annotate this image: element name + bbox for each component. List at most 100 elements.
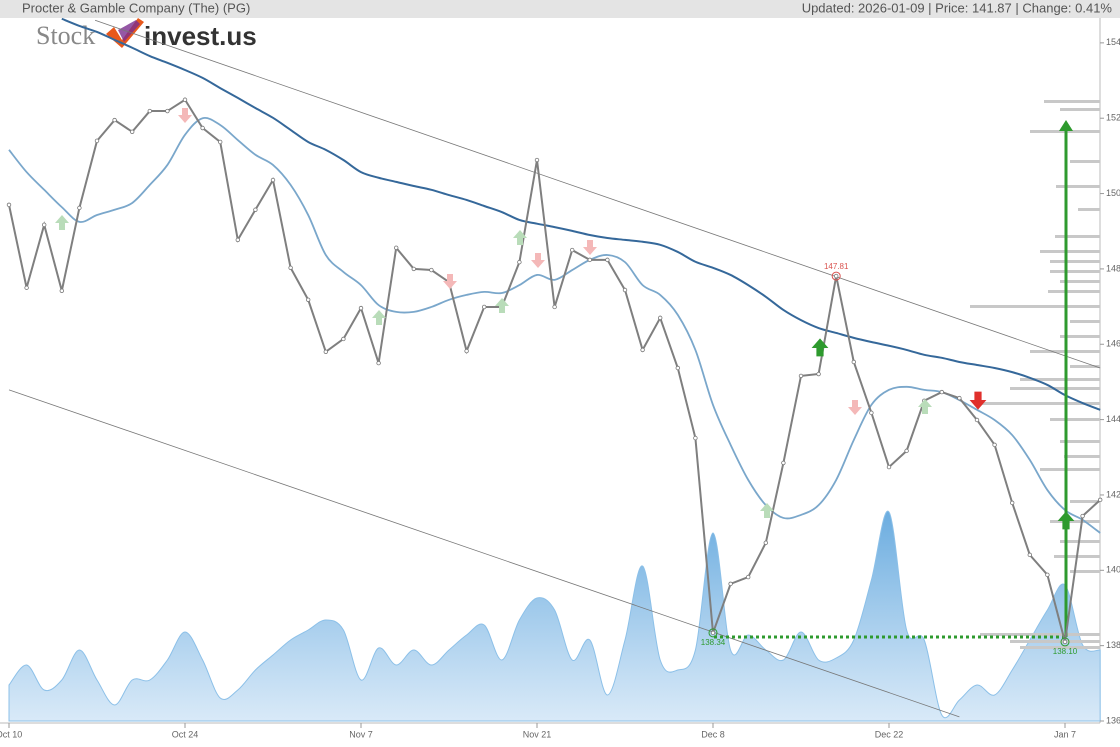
x-tick-label: Nov 21 [523, 729, 552, 739]
price-point [1062, 639, 1068, 645]
buy-signal [918, 399, 932, 414]
volume-profile-bar [1044, 100, 1100, 103]
price-point [957, 395, 962, 401]
moving-average [8, 116, 1101, 534]
value-marker [708, 628, 718, 638]
value-label: 138.10 [1053, 647, 1078, 656]
price-point [1097, 497, 1103, 503]
volume-profile-bar [1040, 250, 1100, 253]
price-point [605, 257, 610, 263]
sell-signal [848, 400, 862, 415]
volume-profile-bar [1060, 108, 1100, 111]
y-tick-label: 148 [1106, 263, 1120, 273]
sell-signal [583, 240, 597, 255]
trend-line [8, 389, 960, 718]
x-tick-label: Jan 7 [1054, 729, 1076, 739]
price-point [42, 222, 47, 228]
value-marker [1060, 637, 1070, 647]
price-point [992, 442, 997, 448]
value-label: 147.81 [824, 262, 849, 271]
x-tick-label: Oct 10 [0, 729, 22, 739]
price-point [622, 287, 628, 293]
price-point [693, 435, 698, 441]
price-point [570, 247, 575, 253]
price-point [534, 157, 540, 163]
chart-subtitle: Updated: 2026-01-09 | Price: 141.87 | Ch… [802, 0, 1113, 15]
price-point [341, 336, 346, 342]
y-tick-label: 140 [1106, 565, 1120, 575]
price-point [517, 259, 522, 265]
chart-title: Procter & Gamble Company (The) (PG) [22, 0, 250, 15]
price-point [165, 108, 170, 114]
price-point [129, 129, 135, 134]
buy-signal [495, 298, 509, 313]
value-marker [831, 271, 841, 281]
volume-profile-bar [1020, 378, 1100, 381]
buy-signal [55, 215, 69, 230]
value-label: 138.34 [701, 638, 726, 647]
price-point [94, 138, 100, 144]
logo: Stock invest.us [36, 18, 257, 51]
volume-profile-bar [1050, 270, 1100, 273]
logo-text: Stock [36, 21, 95, 50]
price-point [886, 464, 892, 470]
price-point [147, 108, 152, 114]
header-bar [0, 0, 1120, 18]
price-point [798, 373, 804, 379]
volume-profile-bar [1070, 160, 1100, 163]
price-point [1027, 552, 1032, 558]
price-point [939, 389, 944, 395]
price-point [288, 265, 293, 270]
buy-signal [811, 338, 829, 357]
price-point [429, 267, 434, 273]
price-point [781, 460, 786, 466]
volume-profile-bar [1050, 520, 1100, 523]
price-point [728, 581, 733, 587]
price-point [640, 347, 645, 353]
price-point [552, 304, 557, 310]
price-point [464, 348, 469, 354]
price-point [358, 305, 364, 311]
x-tick-label: Nov 7 [349, 729, 373, 739]
price-point [200, 125, 205, 131]
sell-signal [178, 108, 192, 123]
y-tick-label: 154 [1106, 37, 1120, 47]
price-point [24, 285, 29, 290]
moving-average [61, 17, 1101, 411]
volume-profile-bar [1070, 365, 1100, 368]
price-point [763, 540, 768, 546]
projection-arrowhead [1059, 120, 1073, 131]
x-tick-label: Oct 24 [172, 729, 199, 739]
y-tick-label: 136 [1106, 715, 1120, 725]
buy-signal [760, 503, 774, 518]
y-tick-label: 146 [1106, 339, 1120, 349]
y-tick-label: 142 [1106, 489, 1120, 499]
y-tick-label: 144 [1106, 414, 1120, 424]
price-point [710, 630, 716, 636]
volume-profile-bar [980, 402, 1100, 405]
volume-profile-bar [1078, 208, 1100, 211]
price-point [112, 117, 117, 123]
price-point [217, 139, 223, 145]
volume-profile-bar [1020, 646, 1100, 649]
price-point [587, 257, 592, 263]
volume-profile-bar [980, 633, 1100, 636]
price-point [270, 177, 276, 183]
x-tick-label: Dec 22 [875, 729, 904, 739]
price-point [235, 237, 240, 243]
buy-signal [1057, 511, 1075, 530]
volume-profile-bar [1070, 500, 1100, 503]
price-point [1080, 513, 1085, 519]
buy-signal [372, 310, 386, 325]
buy-signal [513, 230, 527, 245]
price-point [77, 205, 82, 211]
sell-signal [969, 391, 987, 410]
price-point [394, 245, 399, 251]
volume-profile-bar [1056, 185, 1100, 188]
price-point [834, 273, 839, 279]
price-point [253, 207, 258, 212]
price-point [851, 359, 856, 365]
logo-icon [118, 20, 140, 42]
price-point [323, 349, 328, 354]
